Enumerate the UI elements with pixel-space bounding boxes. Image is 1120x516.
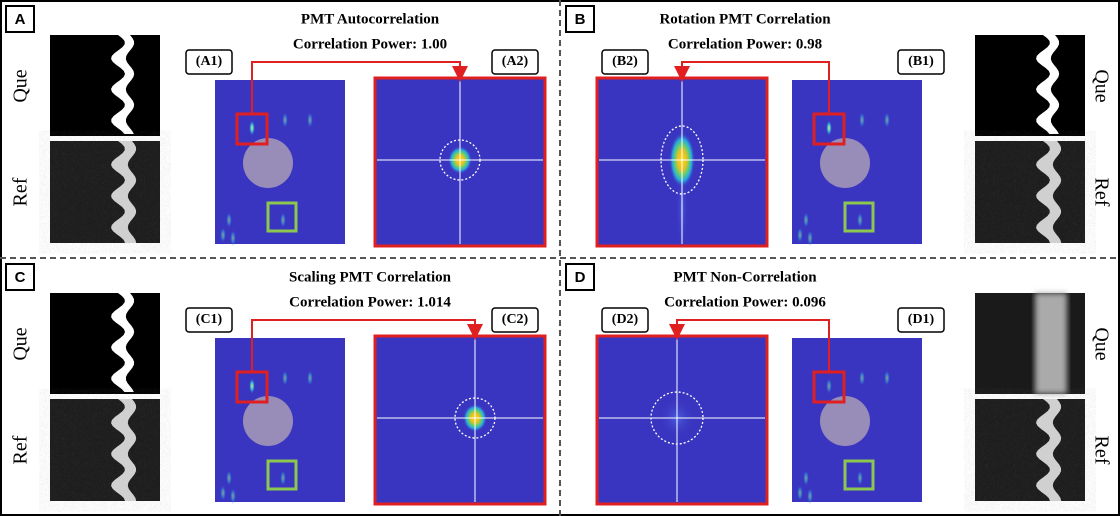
map-peak — [826, 378, 832, 394]
reference-noise — [975, 399, 1085, 501]
map-peak — [859, 112, 865, 128]
zoom-label: (D2) — [612, 312, 639, 327]
figure: A PMT Autocorrelation Correlation Power: 1… — [0, 0, 1120, 516]
panel-letter: C — [15, 269, 26, 286]
reference-noise — [50, 141, 160, 243]
panel-title: PMT Non-Correlation — [673, 269, 817, 285]
map-peak — [797, 227, 803, 243]
zoom-map — [375, 336, 545, 504]
map-peak — [803, 470, 809, 486]
reference-label: Ref — [1090, 178, 1112, 207]
map-peak — [803, 212, 809, 228]
panel: B Rotation PMT Correlation Correlation Pow… — [566, 6, 1112, 250]
reference-label: Ref — [10, 177, 32, 206]
panel-subtitle: Correlation Power: 1.014 — [289, 294, 451, 310]
map-peak — [859, 370, 865, 386]
panel-title: Scaling PMT Correlation — [289, 269, 452, 285]
panel: A PMT Autocorrelation Correlation Power: 1… — [6, 6, 545, 246]
panel-title: PMT Autocorrelation — [301, 11, 440, 27]
panel-title: Rotation PMT Correlation — [659, 11, 831, 27]
map-peak — [226, 212, 232, 228]
map-peak — [249, 120, 255, 136]
reference-noise — [975, 141, 1085, 243]
query-label: Que — [1090, 327, 1112, 360]
query-image — [50, 35, 160, 136]
map-label: (A1) — [196, 54, 223, 69]
map-peak — [280, 212, 286, 228]
panel-letter: A — [15, 11, 26, 28]
panel: D PMT Non-Correlation Correlation Power: 0… — [566, 264, 1112, 504]
map-peak — [307, 370, 313, 386]
query-label: Que — [1090, 69, 1112, 102]
reference-noise — [50, 399, 160, 501]
map-peak — [307, 112, 313, 128]
query-image — [975, 35, 1085, 136]
reference-label: Ref — [10, 435, 32, 464]
panel-subtitle: Correlation Power: 0.98 — [668, 36, 822, 52]
zoom-label: (C2) — [502, 312, 529, 327]
map-peak — [857, 212, 863, 228]
map-peak — [226, 470, 232, 486]
map-peak — [807, 488, 813, 504]
map-peak — [220, 485, 226, 501]
zoom-label: (A2) — [502, 54, 529, 69]
panel-letter: B — [575, 11, 586, 28]
map-peak — [797, 485, 803, 501]
map-peak — [220, 227, 226, 243]
map-peak — [280, 470, 286, 486]
panel-subtitle: Correlation Power: 1.00 — [293, 36, 447, 52]
panel-subtitle: Correlation Power: 0.096 — [664, 294, 826, 310]
map-peak — [807, 230, 813, 246]
query-band — [1035, 293, 1067, 394]
query-label: Que — [10, 69, 32, 102]
map-label: (C1) — [196, 312, 223, 327]
panel-letter: D — [575, 269, 586, 286]
map-peak — [282, 370, 288, 386]
map-label: (D1) — [908, 312, 935, 327]
query-image — [50, 293, 160, 394]
zoom-label: (B2) — [612, 54, 638, 69]
reference-label: Ref — [1090, 436, 1112, 465]
panel: C Scaling PMT Correlation Correlation Powe… — [6, 264, 545, 504]
map-peak — [249, 378, 255, 394]
map-peak — [230, 488, 236, 504]
map-peak — [282, 112, 288, 128]
query-label: Que — [10, 327, 32, 360]
map-peak — [884, 112, 890, 128]
map-peak — [230, 230, 236, 246]
map-peak — [884, 370, 890, 386]
map-peak — [857, 470, 863, 486]
query-image — [975, 293, 1085, 394]
map-peak — [826, 120, 832, 136]
map-label: (B1) — [908, 54, 934, 69]
